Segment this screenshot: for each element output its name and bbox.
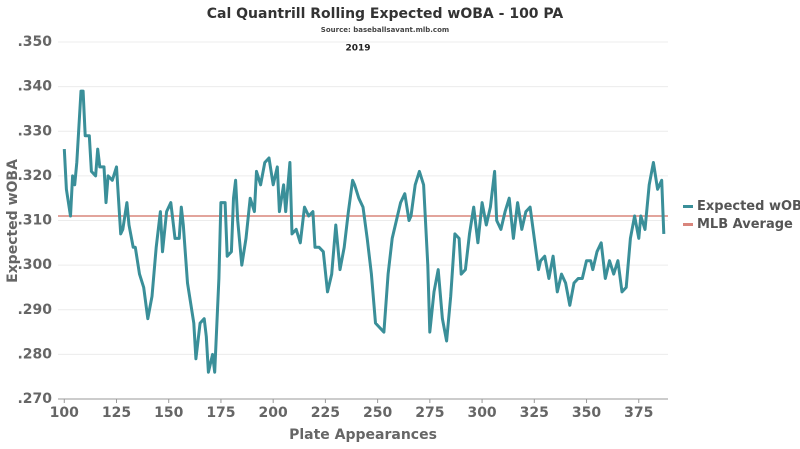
y-tick-label: .270 bbox=[17, 391, 52, 407]
y-tick-label: .310 bbox=[17, 213, 52, 229]
x-tick-label: 175 bbox=[206, 405, 235, 421]
series-line bbox=[62, 89, 666, 374]
legend-label: MLB Average bbox=[697, 217, 793, 232]
y-tick-label: .300 bbox=[17, 257, 52, 273]
y-tick-label: .340 bbox=[17, 79, 52, 95]
y-axis-label: Expected wOBA bbox=[5, 159, 21, 283]
x-tick-label: 100 bbox=[50, 405, 79, 421]
y-tick-label: .320 bbox=[17, 168, 52, 184]
x-axis-label: Plate Appearances bbox=[289, 427, 437, 443]
subtitle: Source: baseballsavant.mlb.com bbox=[321, 26, 449, 34]
y-tick-label: .330 bbox=[17, 123, 52, 139]
x-tick-label: 300 bbox=[467, 405, 496, 421]
y-tick-label: .290 bbox=[17, 302, 52, 318]
x-tick-label: 200 bbox=[259, 405, 288, 421]
x-tick-label: 125 bbox=[102, 405, 131, 421]
y-tick-label: .350 bbox=[17, 34, 52, 50]
x-tick-label: 250 bbox=[363, 405, 392, 421]
x-tick-label: 225 bbox=[311, 405, 340, 421]
x-tick-label: 325 bbox=[520, 405, 549, 421]
x-tick-label: 150 bbox=[154, 405, 183, 421]
annotation: 2019 bbox=[345, 44, 370, 54]
x-tick-label: 375 bbox=[624, 405, 653, 421]
legend-label: Expected wOBA bbox=[697, 199, 800, 214]
x-tick-label: 350 bbox=[572, 405, 601, 421]
y-tick-label: .280 bbox=[17, 346, 52, 362]
x-tick-label: 275 bbox=[415, 405, 444, 421]
chart-title: Cal Quantrill Rolling Expected wOBA - 10… bbox=[207, 6, 564, 22]
